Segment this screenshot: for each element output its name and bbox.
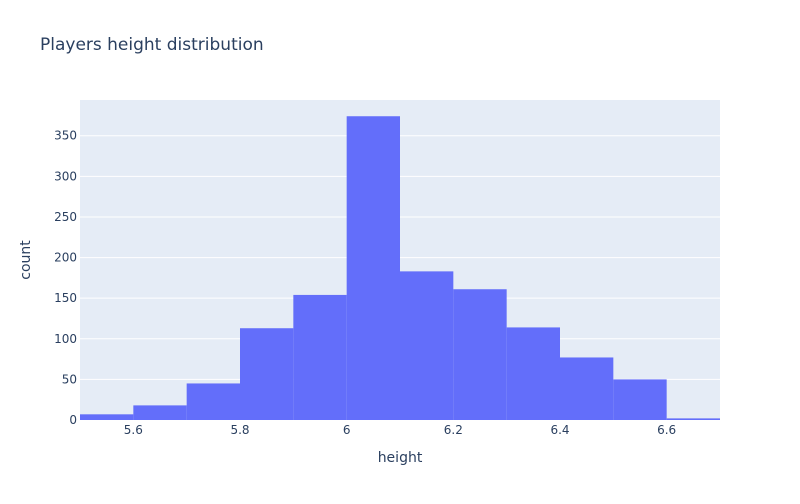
histogram-bar (613, 379, 667, 420)
y-tick-label: 0 (69, 413, 77, 427)
histogram-bar (133, 405, 187, 420)
y-tick-label: 100 (54, 332, 77, 346)
y-tick-label: 350 (54, 129, 77, 143)
x-tick-label: 6.4 (550, 423, 569, 437)
y-tick-label: 300 (54, 169, 77, 183)
histogram-bar (506, 327, 560, 420)
bars (80, 116, 720, 420)
y-tick-label: 200 (54, 251, 77, 265)
x-tick-label: 5.6 (124, 423, 143, 437)
histogram-bar (666, 418, 720, 420)
x-tick-label: 6.2 (444, 423, 463, 437)
chart-title: Players height distribution (40, 35, 264, 55)
histogram-bar (346, 116, 400, 420)
histogram-bar (400, 271, 454, 420)
y-axis-ticks: 0 50 100 150 200 250 300 350 (54, 129, 77, 427)
histogram-bar (453, 289, 507, 420)
histogram-bar (186, 383, 240, 420)
y-tick-label: 50 (62, 372, 77, 386)
y-axis-title: count (18, 240, 34, 280)
y-tick-label: 250 (54, 210, 77, 224)
x-tick-label: 6.6 (657, 423, 676, 437)
histogram-bar (560, 357, 614, 420)
histogram-bar (293, 294, 347, 420)
histogram-bar (80, 414, 134, 420)
x-tick-label: 6 (343, 423, 351, 437)
histogram-bar (240, 328, 294, 420)
x-axis-title: height (378, 450, 423, 466)
x-tick-label: 5.8 (230, 423, 249, 437)
x-axis-ticks: 5.6 5.8 6 6.2 6.4 6.6 (124, 423, 676, 437)
y-tick-label: 150 (54, 291, 77, 305)
